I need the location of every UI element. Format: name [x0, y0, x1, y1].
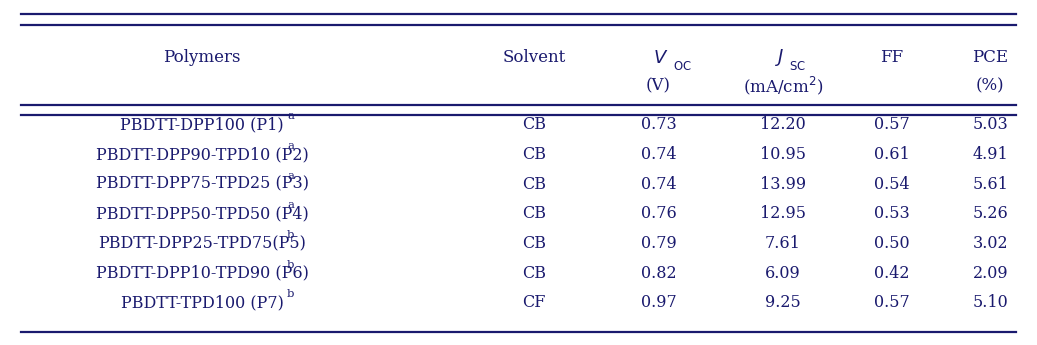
- Text: Polymers: Polymers: [164, 49, 241, 67]
- Text: CB: CB: [522, 146, 546, 163]
- Text: b: b: [286, 260, 295, 269]
- Text: PBDTT-DPP50-TPD50 (P4): PBDTT-DPP50-TPD50 (P4): [95, 205, 309, 223]
- Text: PBDTT-DPP90-TPD10 (P2): PBDTT-DPP90-TPD10 (P2): [95, 146, 309, 163]
- Text: 0.74: 0.74: [641, 146, 676, 163]
- Text: (V): (V): [646, 77, 671, 94]
- Text: CB: CB: [522, 235, 546, 252]
- Text: PBDTT-DPP100 (P1): PBDTT-DPP100 (P1): [120, 116, 284, 134]
- Text: PCE: PCE: [973, 49, 1008, 67]
- Text: 0.61: 0.61: [874, 146, 909, 163]
- Text: (mA/cm$^2$): (mA/cm$^2$): [742, 75, 823, 97]
- Text: (%): (%): [976, 77, 1005, 94]
- Text: a: a: [287, 141, 293, 151]
- Text: 0.54: 0.54: [874, 176, 909, 193]
- Text: CB: CB: [522, 205, 546, 223]
- Text: 5.10: 5.10: [973, 294, 1008, 312]
- Text: a: a: [287, 111, 293, 121]
- Text: 0.42: 0.42: [874, 265, 909, 282]
- Text: CB: CB: [522, 265, 546, 282]
- Text: 12.20: 12.20: [760, 116, 806, 134]
- Text: 0.97: 0.97: [641, 294, 676, 312]
- Text: 0.79: 0.79: [641, 235, 676, 252]
- Text: 10.95: 10.95: [760, 146, 806, 163]
- Text: 13.99: 13.99: [760, 176, 806, 193]
- Text: 0.57: 0.57: [874, 294, 909, 312]
- Text: CB: CB: [522, 116, 546, 134]
- Text: Solvent: Solvent: [503, 49, 565, 67]
- Text: 7.61: 7.61: [765, 235, 801, 252]
- Text: 5.61: 5.61: [973, 176, 1008, 193]
- Text: 0.74: 0.74: [641, 176, 676, 193]
- Text: CB: CB: [522, 176, 546, 193]
- Text: PBDTT-DPP75-TPD25 (P3): PBDTT-DPP75-TPD25 (P3): [95, 176, 309, 193]
- Text: 9.25: 9.25: [765, 294, 801, 312]
- Text: 6.09: 6.09: [765, 265, 801, 282]
- Text: 12.95: 12.95: [760, 205, 806, 223]
- Text: $\mathrm{SC}$: $\mathrm{SC}$: [789, 60, 806, 73]
- Text: 5.26: 5.26: [973, 205, 1008, 223]
- Text: 5.03: 5.03: [973, 116, 1008, 134]
- Text: 0.82: 0.82: [641, 265, 676, 282]
- Text: a: a: [287, 200, 293, 210]
- Text: $\mathit{V}$: $\mathit{V}$: [653, 49, 669, 67]
- Text: 4.91: 4.91: [973, 146, 1008, 163]
- Text: $\mathit{J}$: $\mathit{J}$: [775, 48, 784, 68]
- Text: PBDTT-DPP25-TPD75(P5): PBDTT-DPP25-TPD75(P5): [99, 235, 306, 252]
- Text: 0.57: 0.57: [874, 116, 909, 134]
- Text: PBDTT-TPD100 (P7): PBDTT-TPD100 (P7): [120, 294, 284, 312]
- Text: 0.76: 0.76: [641, 205, 676, 223]
- Text: PBDTT-DPP10-TPD90 (P6): PBDTT-DPP10-TPD90 (P6): [95, 265, 309, 282]
- Text: 3.02: 3.02: [973, 235, 1008, 252]
- Text: 0.73: 0.73: [641, 116, 676, 134]
- Text: $\mathrm{OC}$: $\mathrm{OC}$: [673, 60, 692, 73]
- Text: FF: FF: [880, 49, 903, 67]
- Text: 0.53: 0.53: [874, 205, 909, 223]
- Text: a: a: [287, 171, 293, 180]
- Text: 0.50: 0.50: [874, 235, 909, 252]
- Text: b: b: [286, 289, 295, 299]
- Text: b: b: [286, 230, 295, 240]
- Text: 2.09: 2.09: [973, 265, 1008, 282]
- Text: CF: CF: [523, 294, 545, 312]
